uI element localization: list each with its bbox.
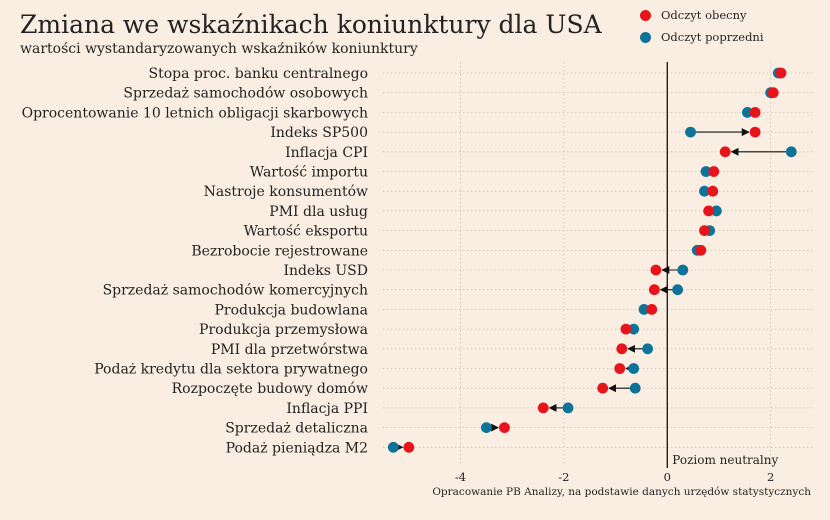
current-point	[403, 441, 415, 453]
current-point	[650, 264, 662, 276]
category-label: Sprzedaż samochodów osobowych	[123, 86, 368, 102]
x-tick-label: 2	[767, 470, 774, 484]
previous-point	[642, 343, 654, 355]
source-note: Opracowanie PB Analizy, na podstawie dan…	[432, 486, 811, 498]
category-label: Bezrobocie rejestrowane	[191, 243, 368, 259]
legend-marker-current	[640, 9, 651, 21]
current-point	[708, 166, 720, 177]
grid	[383, 62, 812, 466]
current-point	[620, 323, 632, 335]
previous-point	[672, 284, 684, 296]
current-point	[499, 422, 510, 433]
current-point	[646, 304, 658, 315]
current-point	[703, 205, 715, 217]
legend-item-previous: Odczyt poprzedni	[640, 26, 764, 48]
category-label: Inflacja PPI	[286, 401, 368, 417]
current-point	[767, 87, 779, 99]
category-label: Podaż kredytu dla sektora prywatnego	[94, 362, 368, 378]
previous-point	[629, 382, 641, 394]
category-label: Sprzedaż detaliczna	[225, 421, 368, 437]
category-label: Produkcja budowlana	[214, 302, 368, 318]
category-label: Sprzedaż samochodów komercyjnych	[103, 283, 368, 299]
previous-point	[700, 166, 712, 177]
legend-item-current: Odczyt obecny	[640, 4, 764, 26]
current-point	[707, 185, 719, 197]
category-label: PMI dla przetwórstwa	[211, 342, 368, 358]
neutral-label: Poziom neutralny	[672, 453, 778, 467]
previous-point	[562, 402, 574, 414]
previous-point	[699, 185, 710, 197]
legend-marker-previous	[640, 31, 651, 43]
previous-point	[785, 146, 797, 158]
current-point	[616, 343, 628, 355]
category-label: Indeks SP500	[270, 125, 368, 141]
category-label: Wartość eksportu	[244, 224, 368, 240]
previous-point	[741, 107, 753, 118]
previous-point	[677, 264, 689, 276]
current-point	[749, 126, 761, 138]
category-label: Inflacja CPI	[285, 145, 368, 161]
previous-point	[638, 304, 650, 315]
current-point	[749, 107, 761, 118]
previous-point	[710, 205, 722, 217]
x-axis: Poziom neutralny -4 -2 0 2	[455, 62, 779, 484]
category-label: Podaż pieniądza M2	[226, 440, 368, 456]
x-tick-label: 0	[664, 470, 671, 484]
category-label: Wartość importu	[250, 165, 368, 181]
current-point	[695, 244, 707, 256]
current-point	[648, 284, 660, 296]
x-tick-label: -4	[455, 470, 466, 484]
category-label: Indeks USD	[283, 263, 368, 279]
category-label: Stopa proc. banku centralnego	[149, 66, 368, 82]
category-label: Oprocentowanie 10 letnich obligacji skar…	[22, 105, 368, 121]
current-point	[597, 382, 609, 394]
current-point	[537, 402, 549, 414]
chart-title: Zmiana we wskaźnikach koniunktury dla US…	[20, 10, 602, 39]
category-label: Produkcja przemysłowa	[199, 322, 368, 338]
chart-subtitle: wartości wystandaryzowanych wskaźników k…	[20, 41, 418, 57]
legend-label-current: Odczyt obecny	[661, 8, 747, 22]
previous-point	[628, 363, 640, 374]
previous-point	[480, 422, 492, 433]
category-labels: Stopa proc. banku centralnego Sprzedaż sa…	[22, 66, 368, 456]
category-label: PMI dla usług	[269, 204, 368, 220]
current-point	[699, 225, 710, 237]
legend: Odczyt obecny Odczyt poprzedni	[640, 4, 764, 48]
data-marks	[387, 67, 797, 453]
current-point	[775, 67, 787, 79]
legend-label-previous: Odczyt poprzedni	[661, 30, 764, 44]
previous-point	[387, 441, 399, 453]
category-label: Rozpoczęte budowy domów	[172, 381, 368, 397]
previous-point	[685, 126, 696, 138]
current-point	[614, 363, 626, 374]
category-label: Nastroje konsumentów	[204, 184, 368, 200]
current-point	[719, 146, 731, 158]
previous-point	[628, 323, 640, 335]
x-tick-label: -2	[558, 470, 569, 484]
